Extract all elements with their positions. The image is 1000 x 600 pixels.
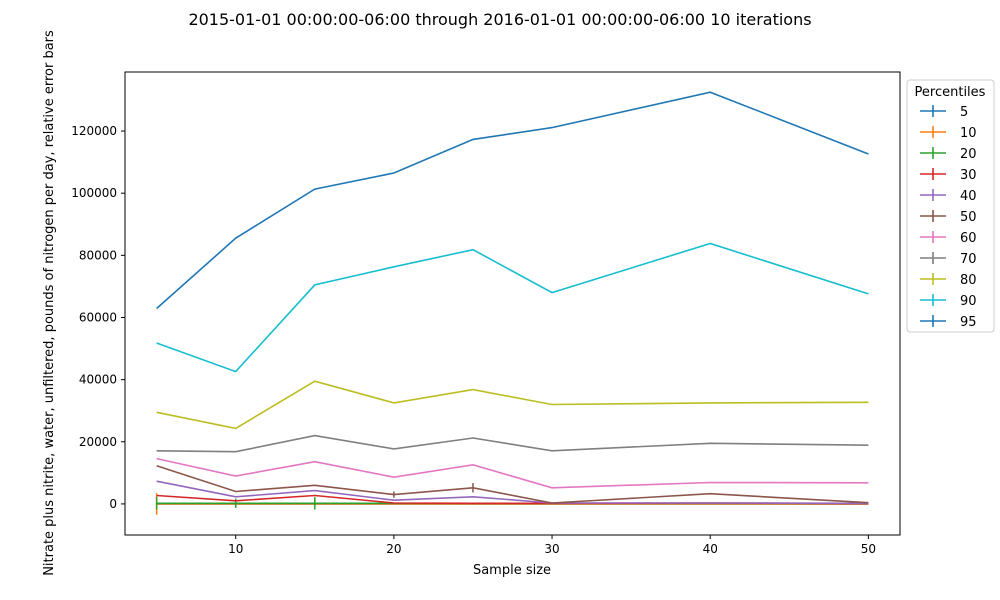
series-line-50 [156,464,869,504]
series-line-95 [156,91,869,310]
legend-item-95: 95 [920,315,977,330]
y-axis: 0 20000 40000 60000 80000 100000 120000 [71,124,125,511]
y-tick-label: 120000 [71,124,117,138]
legend: Percentiles 5 10 20 30 40 50 60 70 80 90 95 [906,79,995,333]
y-tick-label: 40000 [79,373,117,387]
y-tick-label: 60000 [79,310,117,324]
legend-item-50: 50 [920,210,977,225]
legend-item-40: 40 [920,189,977,204]
legend-item-70: 70 [920,252,977,267]
chart-title: 2015-01-01 00:00:00-06:00 through 2016-0… [188,10,812,29]
x-tick-label: 10 [228,542,243,556]
legend-label: 60 [960,231,977,246]
plot-area [155,91,869,515]
series-line-90 [156,242,869,373]
y-tick-label: 80000 [79,248,117,262]
legend-label: 5 [960,105,968,120]
legend-label: 10 [960,126,977,141]
legend-item-5: 5 [920,105,968,120]
legend-label: 70 [960,252,977,267]
legend-label: 40 [960,189,977,204]
y-tick-label: 100000 [71,186,117,200]
series-line-60 [156,457,869,489]
legend-label: 20 [960,147,977,162]
y-tick-label: 20000 [79,435,117,449]
legend-items: 5 10 20 30 40 50 60 70 80 90 95 [920,105,977,330]
legend-item-20: 20 [920,147,977,162]
y-axis-label: Nitrate plus nitrite, water, unfiltered,… [42,30,57,576]
series-line-40 [156,480,869,505]
legend-item-80: 80 [920,273,977,288]
legend-label: 30 [960,168,977,183]
series-line-80 [156,380,869,430]
legend-label: 95 [960,315,977,330]
x-tick-label: 40 [703,542,718,556]
legend-label: 90 [960,294,977,309]
x-tick-label: 30 [544,542,559,556]
legend-box [906,79,995,333]
legend-item-60: 60 [920,231,977,246]
legend-item-90: 90 [920,294,977,309]
plot-frame [124,71,901,536]
x-tick-label: 50 [861,542,876,556]
x-axis-label: Sample size [473,563,551,578]
legend-label: 80 [960,273,977,288]
legend-item-30: 30 [920,168,977,183]
y-tick-label: 0 [109,497,117,511]
legend-item-10: 10 [920,126,977,141]
x-axis: 10 20 30 40 50 [228,535,876,556]
x-tick-label: 20 [386,542,401,556]
legend-label: 50 [960,210,977,225]
series-line-70 [156,434,869,453]
legend-title: Percentiles [915,85,986,100]
